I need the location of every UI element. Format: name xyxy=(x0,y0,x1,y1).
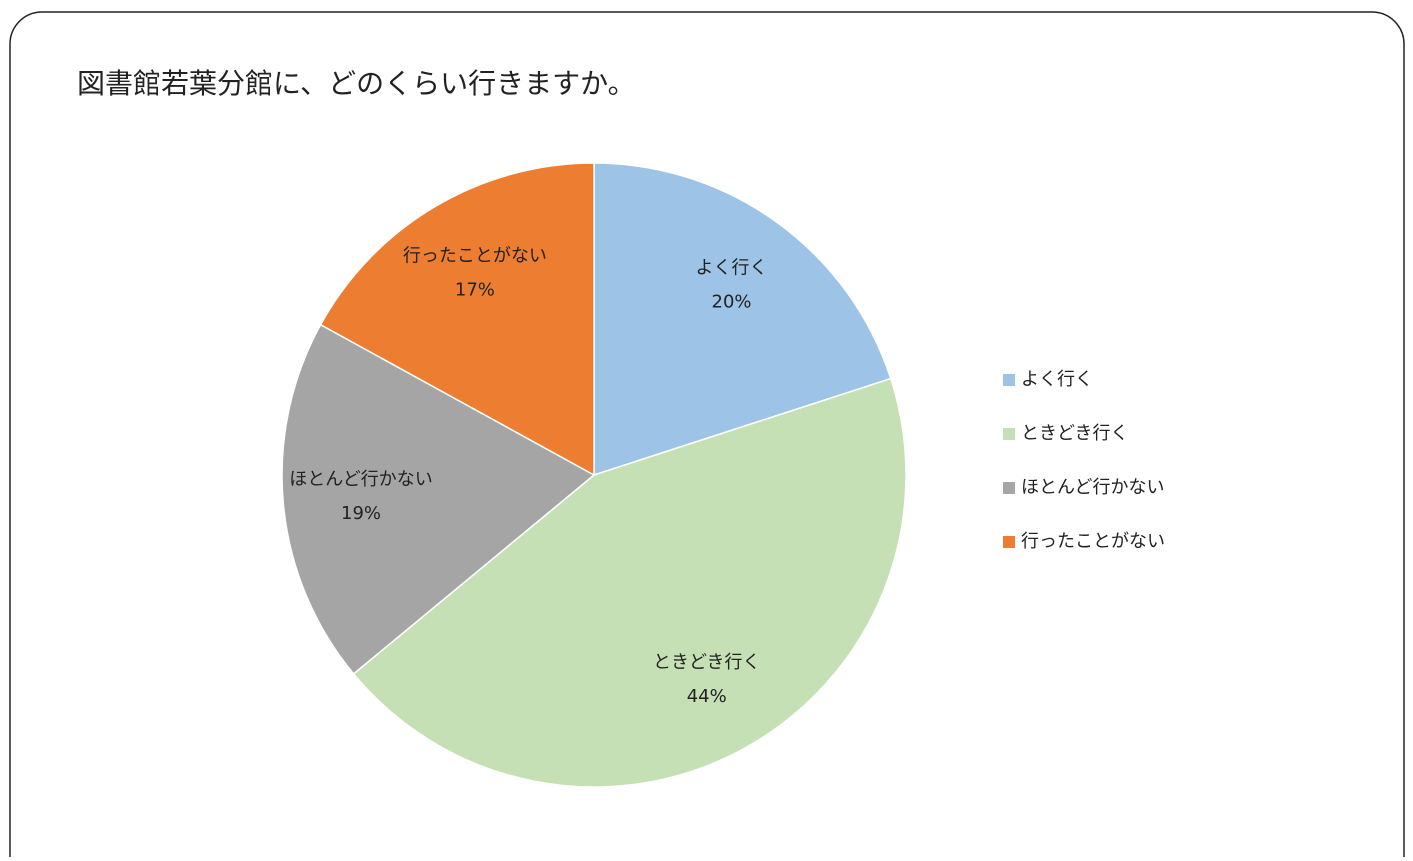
data-label-value: 44% xyxy=(687,686,727,707)
data-label-value: 19% xyxy=(341,503,381,524)
pie-slice xyxy=(319,162,595,477)
data-label-value: 17% xyxy=(455,280,495,301)
data-label-value: 20% xyxy=(712,292,752,313)
chart-title: 図書館若葉分館に、どのくらい行きますか。 xyxy=(77,67,636,100)
legend-swatch xyxy=(1003,374,1015,386)
legend-label: ときどき行く xyxy=(1021,423,1128,444)
legend-label: よく行く xyxy=(1021,369,1093,390)
legend-swatch xyxy=(1003,482,1015,494)
legend-swatch xyxy=(1003,536,1015,548)
legend-swatch xyxy=(1003,428,1015,440)
data-label-name: ほとんど行かない xyxy=(289,469,432,490)
data-label-name: ときどき行く xyxy=(653,652,760,673)
pie-slice xyxy=(593,162,892,477)
data-label-name: 行ったことがない xyxy=(403,246,547,267)
data-label-name: よく行く xyxy=(696,258,768,279)
pie-slice xyxy=(352,377,907,788)
legend-label: ほとんど行かない xyxy=(1021,477,1164,498)
legend-label: 行ったことがない xyxy=(1021,531,1165,552)
pie-slice xyxy=(281,323,596,675)
